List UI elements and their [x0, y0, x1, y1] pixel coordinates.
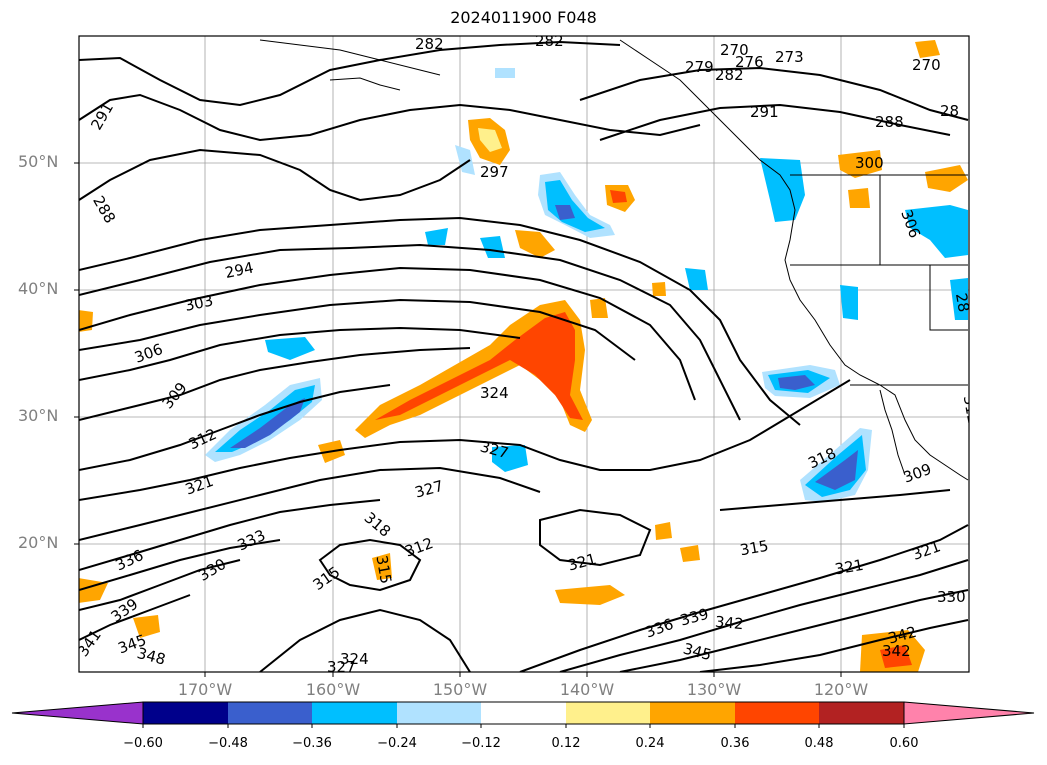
map-frame: [78, 35, 970, 673]
colorbar-tick: −0.48: [208, 736, 248, 751]
contour-label: 300: [855, 154, 884, 172]
contour-label: 321: [833, 556, 864, 579]
colorbar-segment: [735, 702, 819, 724]
colorbar: [11, 701, 1035, 728]
lon-label-120w: 120°W: [813, 680, 869, 699]
lat-label-30n: 30°N: [18, 406, 59, 425]
contour-label: 282: [535, 32, 564, 50]
contour-label: 297: [480, 163, 509, 181]
contour-label: 342: [714, 613, 744, 633]
colorbar-tick: 0.12: [551, 736, 581, 751]
contour-label: 282: [715, 66, 744, 84]
colorbar-tick: 0.60: [889, 736, 919, 751]
contour-label: 276: [735, 53, 764, 71]
contour-label: 324: [480, 384, 509, 402]
lat-label-20n: 20°N: [18, 533, 59, 552]
contour-label: 270: [720, 41, 749, 59]
contour-label: 28: [940, 102, 959, 120]
map-title: 2024011900 F048: [450, 8, 597, 27]
contour-lines: [79, 40, 969, 672]
contour-label: 288: [875, 113, 904, 131]
contour-label: 324: [340, 650, 369, 668]
coastlines: [259, 39, 969, 481]
contour-label: 282: [415, 35, 444, 53]
lon-label-130w: 130°W: [686, 680, 742, 699]
contour-label: 315: [372, 554, 395, 585]
contour-label: 273: [775, 48, 804, 66]
colorbar-tick: 0.36: [720, 736, 750, 751]
colorbar-under-triangle: [11, 701, 144, 725]
colorbar-segment: [650, 702, 735, 724]
colorbar-segment: [143, 702, 228, 724]
negative-anomaly-shading: [205, 68, 968, 502]
contour-label: 342: [882, 642, 911, 660]
lon-label-140w: 140°W: [559, 680, 615, 699]
graticule: [79, 36, 969, 672]
colorbar-tick: −0.12: [461, 736, 501, 751]
colorbar-tick: −0.36: [292, 736, 332, 751]
colorbar-segment: [566, 702, 650, 724]
contour-label: 279: [685, 58, 714, 76]
lon-label-150w: 150°W: [432, 680, 488, 699]
lat-label-50n: 50°N: [18, 152, 59, 171]
lon-label-160w: 160°W: [305, 680, 361, 699]
lon-label-170w: 170°W: [177, 680, 233, 699]
contour-label: 28: [952, 292, 973, 314]
colorbar-segment: [819, 702, 904, 724]
colorbar-tick: 0.48: [804, 736, 834, 751]
positive-anomaly-shading: [79, 40, 968, 672]
contour-label: 303: [183, 291, 215, 315]
colorbar-tick: −0.60: [123, 736, 163, 751]
contour-label: 294: [223, 258, 255, 282]
colorbar-segment: [228, 702, 312, 724]
contour-label: 330: [937, 588, 966, 606]
colorbar-tick: −0.24: [377, 736, 417, 751]
contour-label: 327: [327, 658, 356, 676]
colorbar-segment: [312, 702, 397, 724]
colorbar-tick: 0.24: [635, 736, 665, 751]
colorbar-segment: [397, 702, 481, 724]
contour-label: 312: [960, 394, 983, 425]
lat-label-40n: 40°N: [18, 279, 59, 298]
contour-label: 315: [739, 537, 770, 560]
colorbar-segment: [481, 702, 566, 724]
contour-label: 291: [750, 103, 779, 121]
contour-label: 270: [912, 56, 941, 74]
tick-marks: [74, 162, 842, 677]
colorbar-over-triangle: [903, 701, 1035, 725]
